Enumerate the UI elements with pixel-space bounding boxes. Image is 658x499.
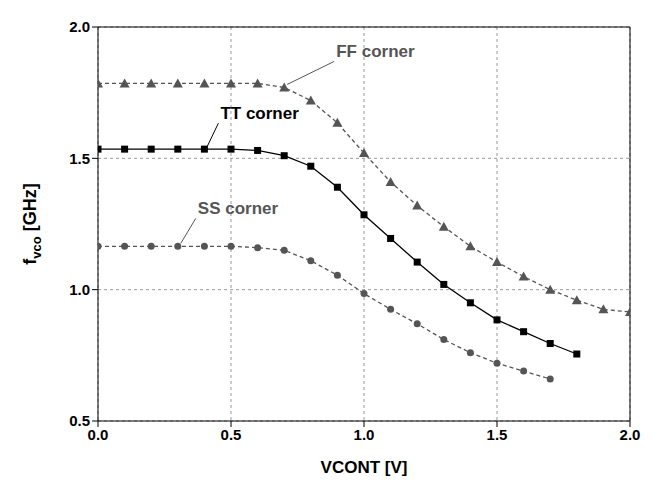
svg-text:1.5: 1.5 <box>69 150 90 167</box>
svg-text:1.0: 1.0 <box>354 426 375 443</box>
svg-text:FF corner: FF corner <box>336 42 415 61</box>
svg-text:0.0: 0.0 <box>88 426 109 443</box>
svg-text:fvco [GHz]: fvco [GHz] <box>20 183 44 264</box>
svg-text:TT corner: TT corner <box>220 104 299 123</box>
svg-text:1.0: 1.0 <box>69 281 90 298</box>
svg-text:1.5: 1.5 <box>487 426 508 443</box>
svg-text:0.5: 0.5 <box>69 412 90 429</box>
svg-text:VCONT [V]: VCONT [V] <box>321 458 408 477</box>
svg-text:2.0: 2.0 <box>69 18 90 35</box>
svg-text:SS corner: SS corner <box>198 199 279 218</box>
svg-text:2.0: 2.0 <box>620 426 641 443</box>
svg-text:0.5: 0.5 <box>221 426 242 443</box>
